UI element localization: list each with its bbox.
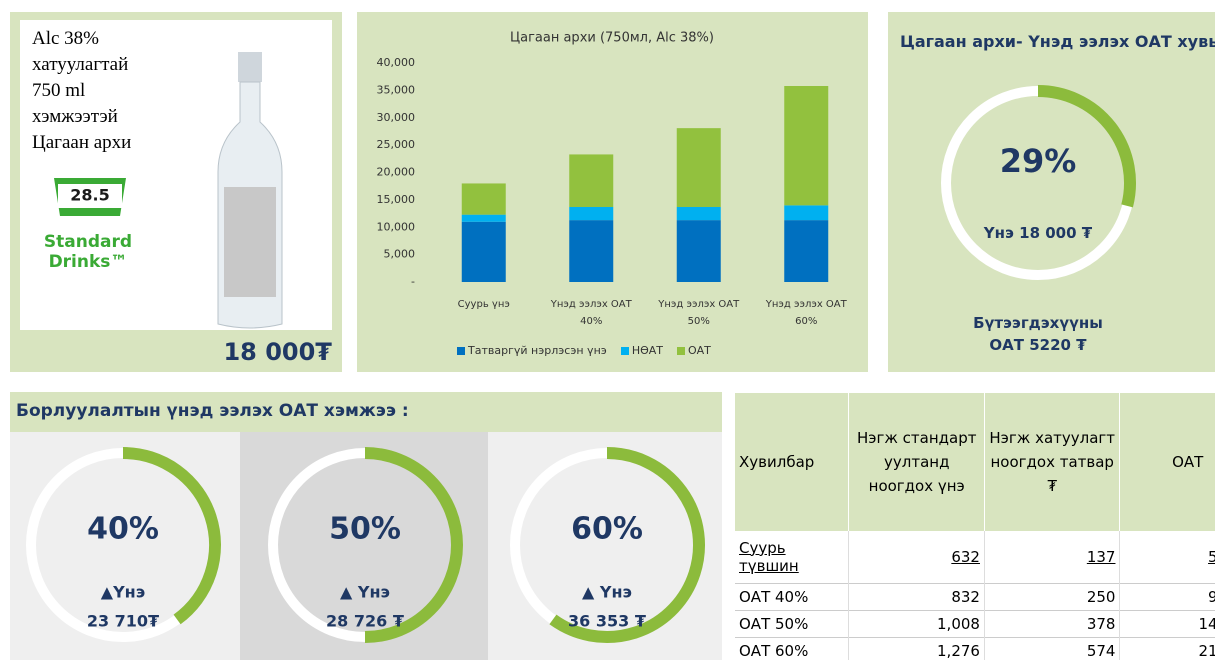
table-cell: Суурь түвшин	[735, 531, 849, 583]
table-cell: ОАТ 50%	[735, 610, 849, 637]
table-header-cell: ОАТ	[1120, 393, 1215, 531]
badge-value: 28.5	[70, 186, 109, 205]
gauge-label: 29%	[1000, 142, 1077, 180]
legend-label: Татваргүй нэрлэсэн үнэ	[468, 344, 607, 357]
gauge-caption: ▲ Үнэ	[340, 583, 390, 602]
y-tick-label: 20,000	[377, 166, 416, 179]
table-cell: 574	[984, 637, 1120, 660]
gauge-caption: ▲ Үнэ	[582, 583, 632, 602]
table-cell: 1,008	[849, 610, 985, 637]
gauge-label: 60%	[571, 512, 643, 547]
y-tick-label: 5,000	[384, 248, 416, 261]
table-cell: 14,355	[1120, 610, 1215, 637]
description-line: хатуулагтай	[32, 52, 131, 78]
bar-segment	[784, 205, 828, 220]
table-cell: 832	[849, 583, 985, 610]
legend-label: НӨАТ	[632, 344, 663, 357]
table-header-cell: Нэгж стандарт уултанд ноогдох үнэ	[849, 393, 985, 531]
description-line: хэмжээтэй	[32, 104, 131, 130]
badge-label: Standard Drinks™	[38, 232, 138, 272]
table-cell: 250	[984, 583, 1120, 610]
legend-swatch	[457, 347, 465, 355]
y-tick-label: 30,000	[377, 111, 416, 124]
bar-segment	[677, 207, 721, 220]
sales-header: Борлуулалтын үнэд ээлэх ОАТ хэмжээ :	[10, 392, 722, 432]
legend-item: НӨАТ	[621, 344, 663, 357]
legend-item: ОАТ	[677, 344, 711, 357]
y-tick-label: 25,000	[377, 138, 416, 151]
bar-segment	[569, 207, 613, 220]
bar-segment	[462, 183, 506, 214]
vat-note: Бүтээгдэхүүны ОАТ 5220 ₮	[958, 312, 1118, 356]
bar-segment	[569, 154, 613, 207]
x-tick-label: Үнэд ээлэх ОАТ 50%	[647, 296, 751, 330]
x-tick-label: Үнэд ээлэх ОАТ 60%	[754, 296, 858, 330]
description-line: 750 ml	[32, 78, 131, 104]
gauge-label: 40%	[87, 512, 159, 547]
table-cell: ОАТ 60%	[735, 637, 849, 660]
table-cell: 378	[984, 610, 1120, 637]
gauge-price: 23 710₮	[87, 612, 159, 631]
chart-title: Цагаан архи (750мл, Alc 38%)	[510, 31, 714, 46]
bar-segment	[677, 220, 721, 282]
legend-item: Татваргүй нэрлэсэн үнэ	[457, 344, 607, 357]
sales-gauges: 40% ▲Үнэ 23 710₮ 50% ▲ Үнэ 28 726 ₮ 60% ▲ Үнэ 36…	[0, 432, 730, 660]
table-cell: 1,276	[849, 637, 985, 660]
legend: Татваргүй нэрлэсэн үнэ НӨАТ ОАТ	[457, 344, 711, 357]
table-cell: 632	[849, 531, 985, 583]
vat-share-panel: Цагаан архи- Үнэд ээлэх ОАТ хувь 29% Үнэ…	[888, 12, 1215, 372]
legend-label: ОАТ	[688, 344, 711, 357]
gauge-price: 28 726 ₮	[326, 612, 404, 631]
description-line: Цагаан архи	[32, 130, 131, 156]
bar-segment	[462, 215, 506, 222]
bar-segment	[677, 128, 721, 207]
gauge-label: 50%	[329, 512, 401, 547]
x-tick-label: Үнэд ээлэх ОАТ 40%	[539, 296, 643, 330]
y-tick-label: 10,000	[377, 220, 416, 233]
sales-title: Борлуулалтын үнэд ээлэх ОАТ хэмжээ :	[16, 401, 409, 421]
bar-segment	[462, 222, 506, 282]
table-cell: ОАТ 40%	[735, 583, 849, 610]
y-tick-label: 15,000	[377, 193, 416, 206]
product-price: 18 000₮	[223, 338, 332, 366]
legend-swatch	[677, 347, 685, 355]
y-tick-label: 40,000	[377, 56, 416, 69]
vat-price: Үнэ 18 000 ₮	[948, 224, 1128, 242]
description-line: Alc 38%	[32, 26, 131, 52]
x-tick-label: Суурь үнэ	[432, 296, 536, 313]
bar-segment	[784, 220, 828, 282]
table-cell: 5,220	[1120, 531, 1215, 583]
table-cell: 137	[984, 531, 1120, 583]
bottle	[210, 52, 290, 332]
bar-segment	[784, 86, 828, 205]
legend-swatch	[621, 347, 629, 355]
y-tick-label: 35,000	[377, 83, 416, 96]
table-header-cell: Нэгж хатуулагт ноогдох татвар ₮	[984, 393, 1120, 531]
gauge-caption: ▲Үнэ	[101, 583, 145, 602]
table-header-cell: Хувилбар	[735, 393, 849, 531]
bar-segment	[569, 220, 613, 282]
chart-panel: Цагаан архи (750мл, Alc 38%) - 5,000 10,00…	[357, 12, 868, 372]
gauge-price: 36 353 ₮	[568, 612, 646, 631]
y-tick-label: -	[411, 275, 415, 288]
table-cell: 9,500	[1120, 583, 1215, 610]
page: Alc 38%хатуулагтай750 mlхэмжээтэйЦагаан …	[0, 0, 1215, 660]
table-cell: 21,820	[1120, 637, 1215, 660]
